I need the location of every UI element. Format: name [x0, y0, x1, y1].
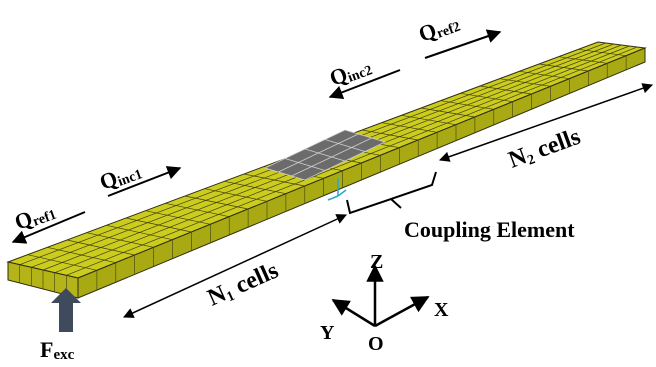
q-inc1-arrow: [107, 166, 182, 197]
q-inc2-arrow: [328, 69, 401, 99]
global-axes: Z X Y O: [320, 251, 449, 355]
patch-grid-line: [284, 158, 326, 171]
x-axis-arrow: [374, 295, 430, 328]
q-ref1-label: Qref1: [11, 197, 58, 235]
y-axis-label: Y: [320, 322, 335, 344]
force-arrow-icon: [51, 288, 81, 332]
patch-grid-line: [324, 139, 366, 152]
x-axis-label: X: [434, 299, 449, 321]
patch-grid-line: [291, 137, 372, 177]
patch-grid-line: [278, 133, 359, 173]
q-ref1-arrow: [11, 211, 86, 244]
y-axis-arrow: [331, 298, 376, 328]
n2-cells-label: N2 cells: [505, 124, 584, 175]
q-ref2-arrow: [424, 29, 502, 59]
q-ref2-label: Qref2: [415, 9, 462, 47]
patch-grid-line: [304, 148, 346, 162]
n1-dimension-line: [123, 214, 347, 318]
z-axis-label: Z: [370, 251, 383, 273]
patch-grid: [278, 133, 372, 177]
local-triad-icon: [327, 178, 347, 201]
origin-label: O: [368, 333, 384, 355]
n1-cells-label: N1 cells: [204, 257, 283, 312]
f-exc-label: Fexc: [40, 337, 75, 363]
q-inc2-label: Qinc2: [326, 53, 374, 92]
n2-dimension-line: [439, 83, 653, 162]
q-inc1-label: Qinc1: [96, 157, 144, 196]
coupling-element-label: Coupling Element: [404, 217, 575, 242]
